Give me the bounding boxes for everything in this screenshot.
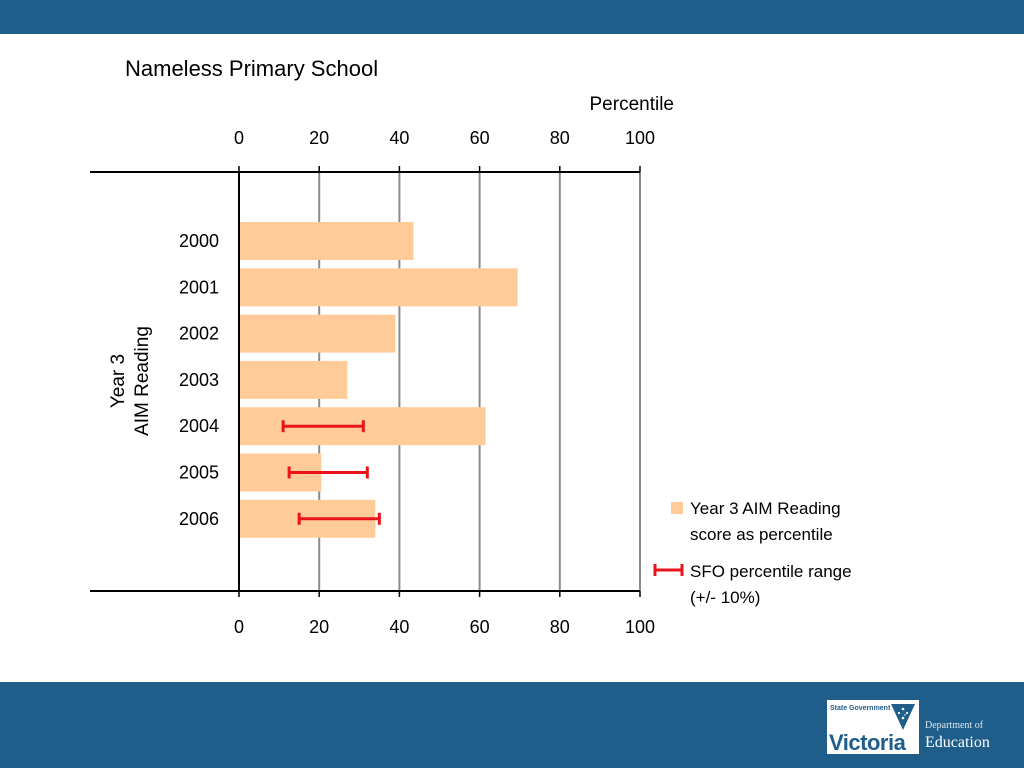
axes — [90, 166, 641, 597]
legend-label-range-2: (+/- 10%) — [690, 588, 760, 607]
bar-2002 — [239, 314, 396, 353]
top-tick-label: 40 — [389, 128, 409, 148]
legend-swatch-bar — [671, 502, 683, 514]
bar-2001 — [239, 268, 518, 307]
bar-chart: 0 0 20 20 40 40 60 60 80 80 100 100 2000 2001 2002 2003… — [90, 94, 852, 637]
chart-title: Nameless Primary School — [125, 56, 379, 81]
top-tick-label: 80 — [550, 128, 570, 148]
bars — [239, 222, 518, 538]
logo-victoria-text: Victoria — [829, 730, 906, 755]
category-label: 2002 — [179, 324, 219, 344]
bar-2000 — [239, 222, 414, 260]
x-axis-label: Percentile — [590, 94, 675, 115]
labels: 0 0 20 20 40 40 60 60 80 80 100 100 2000 2001 2002 2003… — [108, 94, 674, 637]
top-tick-label: 0 — [234, 128, 244, 148]
bottom-tick-label: 40 — [389, 617, 409, 637]
southern-cross-icon — [891, 704, 915, 730]
top-tick-label: 20 — [309, 128, 329, 148]
bottom-tick-label: 0 — [234, 617, 244, 637]
category-label: 2003 — [179, 370, 219, 390]
legend-label-bar: Year 3 AIM Reading — [690, 499, 841, 518]
top-banner — [0, 0, 1024, 34]
legend-label-range: SFO percentile range — [690, 562, 852, 581]
y-axis-label-line: AIM Reading — [132, 326, 153, 436]
top-tick-label: 100 — [625, 128, 655, 148]
y-axis-label: Year 3 AIM Reading — [108, 326, 153, 436]
category-label: 2000 — [179, 231, 219, 251]
logo-state-text: State Government — [830, 705, 891, 712]
legend: Year 3 AIM Reading score as percentile SFO… — [653, 499, 852, 607]
bar-2003 — [239, 360, 348, 399]
sfo-ranges — [281, 420, 381, 525]
legend-label-bar-2: score as percentile — [690, 525, 833, 544]
logo-dept-text: Department of — [925, 720, 984, 731]
category-label: 2006 — [179, 509, 219, 529]
bottom-tick-label: 20 — [309, 617, 329, 637]
bottom-tick-label: 80 — [550, 617, 570, 637]
bottom-tick-label: 60 — [470, 617, 490, 637]
logo-edu-text: Education — [925, 734, 990, 751]
bottom-tick-label: 100 — [625, 617, 655, 637]
vic-education-logo: State Government Victoria Department of … — [827, 700, 1007, 756]
category-label: 2001 — [179, 277, 219, 297]
category-label: 2004 — [179, 416, 219, 436]
category-label: 2005 — [179, 463, 219, 483]
y-axis-label-line: Year 3 — [108, 354, 129, 408]
logo-box: State Government Victoria — [827, 700, 919, 755]
top-tick-label: 60 — [470, 128, 490, 148]
